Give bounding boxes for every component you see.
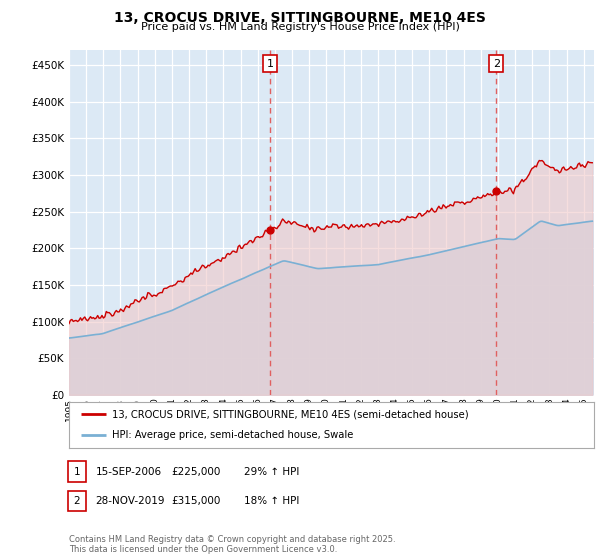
Text: Contains HM Land Registry data © Crown copyright and database right 2025.
This d: Contains HM Land Registry data © Crown c…: [69, 535, 395, 554]
Text: Price paid vs. HM Land Registry's House Price Index (HPI): Price paid vs. HM Land Registry's House …: [140, 22, 460, 32]
Text: £315,000: £315,000: [172, 496, 221, 506]
Text: 1: 1: [73, 466, 80, 477]
Text: 2: 2: [493, 59, 500, 68]
Text: 28-NOV-2019: 28-NOV-2019: [95, 496, 165, 506]
Text: 1: 1: [266, 59, 274, 68]
Text: 13, CROCUS DRIVE, SITTINGBOURNE, ME10 4ES: 13, CROCUS DRIVE, SITTINGBOURNE, ME10 4E…: [114, 11, 486, 25]
Text: 2: 2: [73, 496, 80, 506]
Text: £225,000: £225,000: [172, 466, 221, 477]
Text: 18% ↑ HPI: 18% ↑ HPI: [244, 496, 299, 506]
Text: 29% ↑ HPI: 29% ↑ HPI: [244, 466, 299, 477]
Text: 15-SEP-2006: 15-SEP-2006: [95, 466, 161, 477]
Text: 13, CROCUS DRIVE, SITTINGBOURNE, ME10 4ES (semi-detached house): 13, CROCUS DRIVE, SITTINGBOURNE, ME10 4E…: [112, 409, 469, 419]
Text: HPI: Average price, semi-detached house, Swale: HPI: Average price, semi-detached house,…: [112, 431, 353, 441]
